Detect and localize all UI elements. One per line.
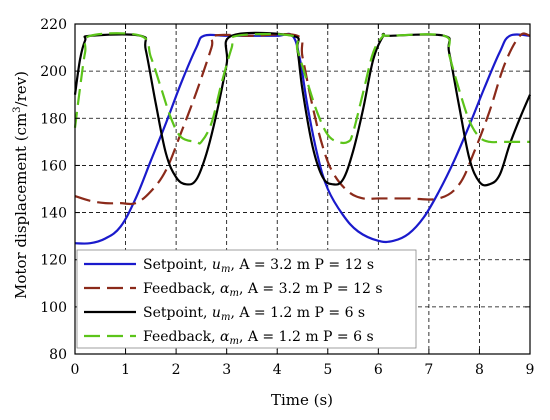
x-tick-label: 5 (323, 362, 332, 378)
y-tick-label: 120 (40, 253, 67, 269)
y-tick-label: 80 (49, 347, 67, 363)
plot-frame (74, 23, 531, 355)
x-axis-label: Time (s) (271, 391, 333, 409)
y-tick-label: 100 (40, 300, 67, 316)
series-feedback-a32 (74, 32, 531, 206)
x-tick-label: 1 (121, 362, 130, 378)
legend-box (76, 249, 417, 349)
y-tick-label: 140 (40, 206, 67, 222)
legend-entry: Feedback, αm, A = 1.2 m P = 6 s (143, 329, 374, 347)
legend-entry: Feedback, αm, A = 3.2 m P = 12 s (143, 281, 383, 299)
y-axis-label: Motor displacement (cm3/rev) (12, 71, 30, 299)
x-tick-labels: 0 1 2 3 4 5 6 7 8 9 (71, 362, 535, 378)
x-tick-label: 3 (222, 362, 231, 378)
series-feedback-a12 (73, 32, 530, 145)
series-layer (73, 31, 532, 245)
legend-entry: Setpoint, um, A = 1.2 m P = 6 s (143, 305, 365, 323)
x-tick-label: 9 (526, 362, 535, 378)
tick-marks (74, 23, 531, 355)
legend: Setpoint, um, A = 3.2 m P = 12 s Feedback… (76, 249, 417, 349)
x-tick-label: 7 (424, 362, 433, 378)
y-tick-label: 160 (40, 158, 67, 174)
series-setpoint-a32 (74, 32, 531, 245)
x-tick-label: 6 (374, 362, 383, 378)
y-tick-label: 220 (40, 17, 67, 33)
y-tick-label: 200 (40, 64, 67, 80)
y-tick-label: 180 (40, 111, 67, 127)
y-tick-labels: 80 100 120 140 160 180 200 220 (40, 17, 67, 363)
series-setpoint-a12 (73, 31, 532, 187)
x-tick-label: 8 (475, 362, 484, 378)
x-tick-label: 0 (71, 362, 80, 378)
legend-entry: Setpoint, um, A = 3.2 m P = 12 s (143, 257, 374, 275)
x-tick-label: 4 (273, 362, 282, 378)
x-tick-label: 2 (172, 362, 181, 378)
